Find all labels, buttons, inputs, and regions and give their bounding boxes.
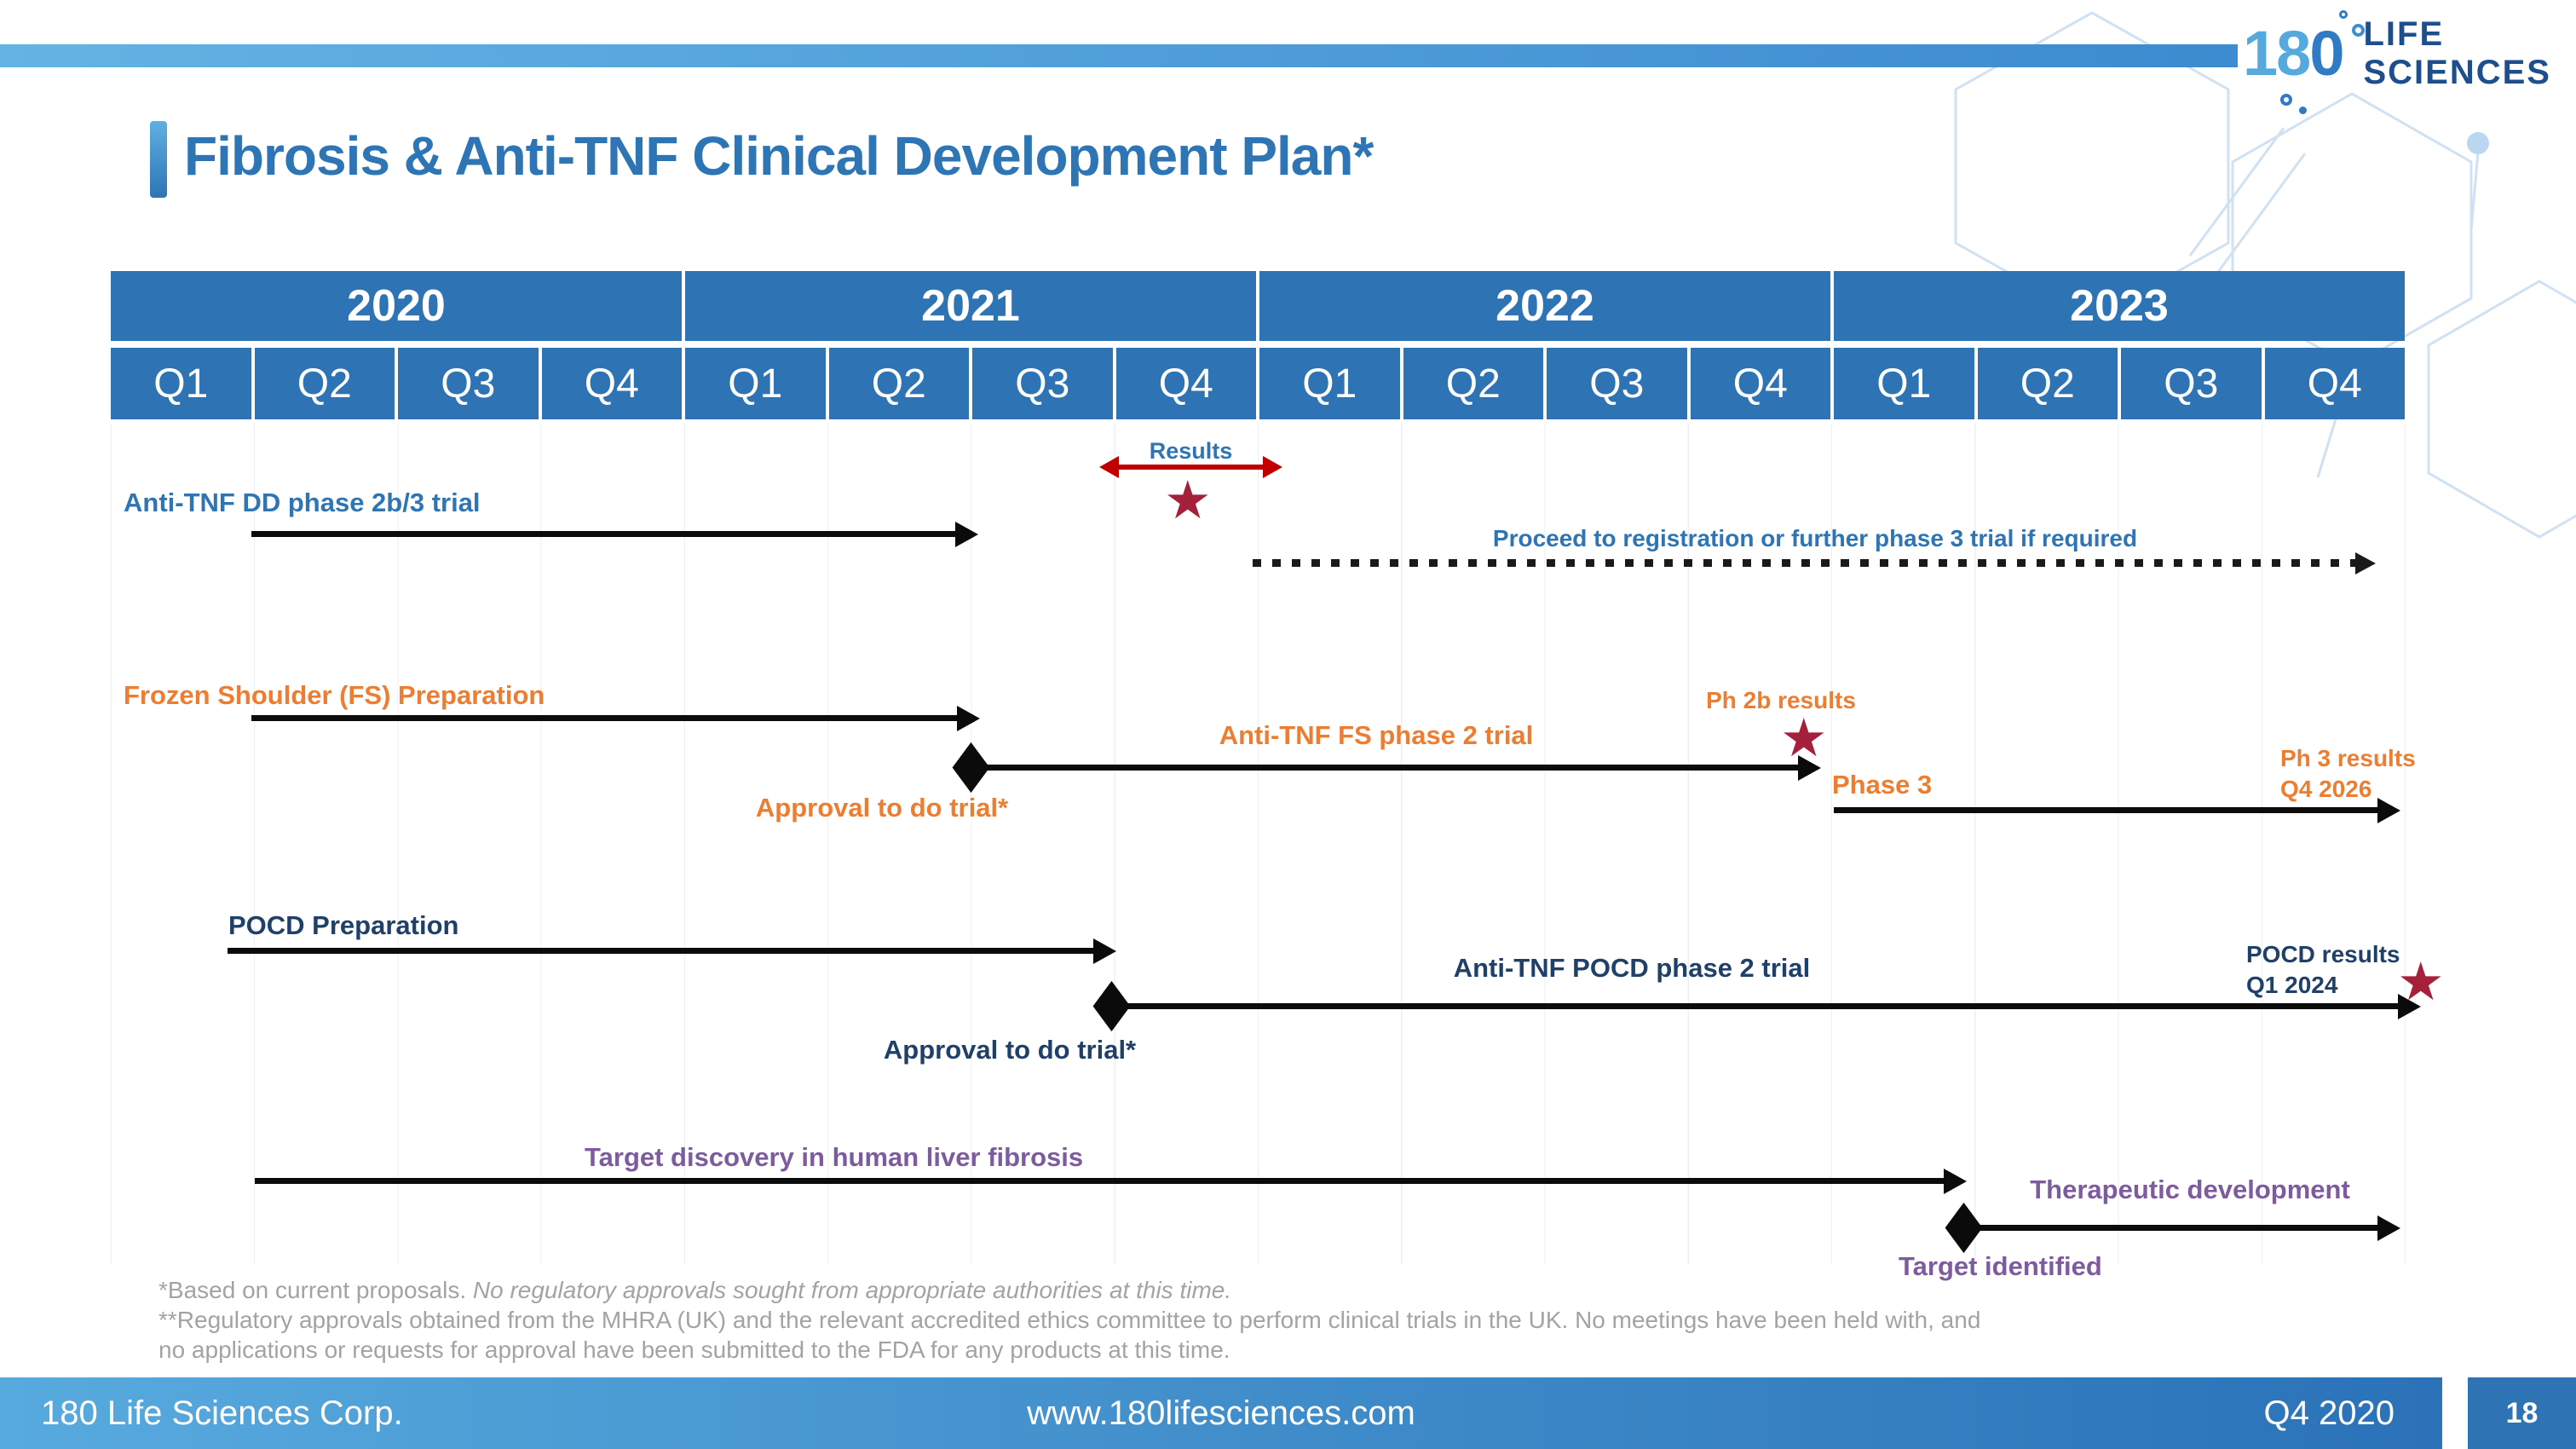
- fs-prep-arrow: [251, 715, 959, 721]
- quarter-cell: Q4: [1690, 348, 1830, 419]
- ph2b-star-icon: ★: [1780, 707, 1828, 769]
- pocd-results-line2: Q1 2024: [2246, 972, 2338, 998]
- quarter-cell: Q2: [254, 348, 395, 419]
- pocd-results-line1: POCD results: [2246, 941, 2400, 967]
- pocd-results-label: POCD results Q1 2024: [2246, 939, 2400, 1001]
- target-discovery-label: Target discovery in human liver fibrosis: [585, 1142, 1084, 1172]
- top-accent-bar: [0, 44, 2238, 67]
- ph3-results-line2: Q4 2026: [2280, 776, 2372, 802]
- dd-results-label: Results: [1149, 438, 1233, 464]
- year-cell-2021: 2021: [685, 271, 1256, 341]
- quarter-header-row: Q1 Q2 Q3 Q4 Q1 Q2 Q3 Q4 Q1 Q2 Q3 Q4 Q1 Q…: [111, 348, 2405, 419]
- page-number-badge: 18: [2468, 1377, 2576, 1449]
- footnote-line2: **Regulatory approvals obtained from the…: [158, 1307, 1981, 1333]
- quarter-cell: Q4: [541, 348, 682, 419]
- results-star-icon: ★: [1164, 469, 1212, 531]
- logo-company-name: LIFE SCIENCES: [2363, 15, 2551, 91]
- fs-prep-label: Frozen Shoulder (FS) Preparation: [124, 680, 545, 710]
- footnote-line1: *Based on current proposals. No regulato…: [158, 1275, 2391, 1305]
- dd-trial-arrow: [251, 531, 957, 537]
- pocd-prep-arrow: [228, 948, 1095, 954]
- logo-orbit-dot: [2299, 107, 2307, 114]
- quarter-cell: Q2: [1403, 348, 1543, 419]
- pocd-star-icon: ★: [2397, 950, 2445, 1013]
- logo-18-text: 18: [2243, 18, 2311, 89]
- phase3-label: Phase 3: [1832, 770, 1933, 800]
- footer-website: www.180lifesciences.com: [1027, 1394, 1415, 1432]
- year-cell-2023: 2023: [1834, 271, 2405, 341]
- therapeutic-arrow: [1979, 1225, 2379, 1231]
- footnotes: *Based on current proposals. No regulato…: [158, 1275, 2391, 1365]
- footnote-line1-italic: No regulatory approvals sought from appr…: [472, 1277, 1232, 1303]
- quarter-cell: Q4: [1115, 348, 1256, 419]
- deco-dot: [2467, 132, 2489, 154]
- logo-orbit-dot: [2280, 94, 2292, 106]
- pocd-trial-label: Anti-TNF POCD phase 2 trial: [1453, 953, 1811, 983]
- fs-trial-label: Anti-TNF FS phase 2 trial: [1219, 720, 1534, 750]
- ph3-results-label: Ph 3 results Q4 2026: [2280, 743, 2416, 805]
- logo-orbit-dot: [2339, 10, 2348, 19]
- logo-orbit-dot: [2352, 24, 2366, 37]
- fs-trial-arrow: [987, 765, 1800, 771]
- title-accent-bar: [150, 121, 167, 198]
- ph3-results-line1: Ph 3 results: [2280, 745, 2416, 771]
- logo-0-text: 0: [2309, 18, 2344, 89]
- footnote-line1-normal: *Based on current proposals.: [158, 1277, 473, 1303]
- proceed-label: Proceed to registration or further phase…: [1492, 525, 2138, 551]
- quarter-cell: Q2: [1977, 348, 2118, 419]
- target-identified-label: Target identified: [1899, 1251, 2102, 1281]
- results-window-double-arrow-icon: [1116, 465, 1265, 470]
- year-cell-2022: 2022: [1259, 271, 1830, 341]
- quarter-cell: Q1: [1259, 348, 1400, 419]
- footer-bar: 180 Life Sciences Corp. www.180lifescien…: [0, 1377, 2442, 1449]
- logo-180: 180: [2243, 10, 2366, 114]
- quarter-cell: Q3: [2121, 348, 2262, 419]
- target-discovery-arrow: [255, 1178, 1945, 1184]
- quarter-cell: Q3: [398, 348, 539, 419]
- proceed-dotted-arrow: [1253, 559, 2357, 567]
- phase3-arrow: [1834, 807, 2379, 813]
- ph2b-results-label: Ph 2b results: [1706, 687, 1856, 713]
- pocd-trial-arrow: [1127, 1003, 2400, 1009]
- quarter-cell: Q3: [972, 348, 1113, 419]
- year-header-row: 2020 2021 2022 2023: [111, 271, 2405, 341]
- quarter-cell: Q3: [1547, 348, 1687, 419]
- fs-approval-label: Approval to do trial*: [755, 793, 1009, 823]
- quarter-cell: Q1: [1834, 348, 1974, 419]
- company-logo: 180 LIFE SCIENCES: [2243, 10, 2576, 114]
- page-title: Fibrosis & Anti-TNF Clinical Development…: [184, 125, 1374, 187]
- quarter-cell: Q4: [2264, 348, 2405, 419]
- year-cell-2020: 2020: [111, 271, 682, 341]
- quarter-cell: Q1: [111, 348, 251, 419]
- footer-company: 180 Life Sciences Corp.: [41, 1394, 403, 1432]
- therapeutic-label: Therapeutic development: [2030, 1175, 2350, 1204]
- footnote-line3: no applications or requests for approval…: [158, 1336, 1230, 1363]
- pocd-prep-label: POCD Preparation: [228, 910, 459, 940]
- quarter-cell: Q2: [828, 348, 969, 419]
- footer-date: Q4 2020: [2263, 1394, 2394, 1432]
- pocd-approval-label: Approval to do trial*: [883, 1035, 1137, 1065]
- quarter-cell: Q1: [685, 348, 826, 419]
- dd-trial-label: Anti-TNF DD phase 2b/3 trial: [124, 488, 481, 517]
